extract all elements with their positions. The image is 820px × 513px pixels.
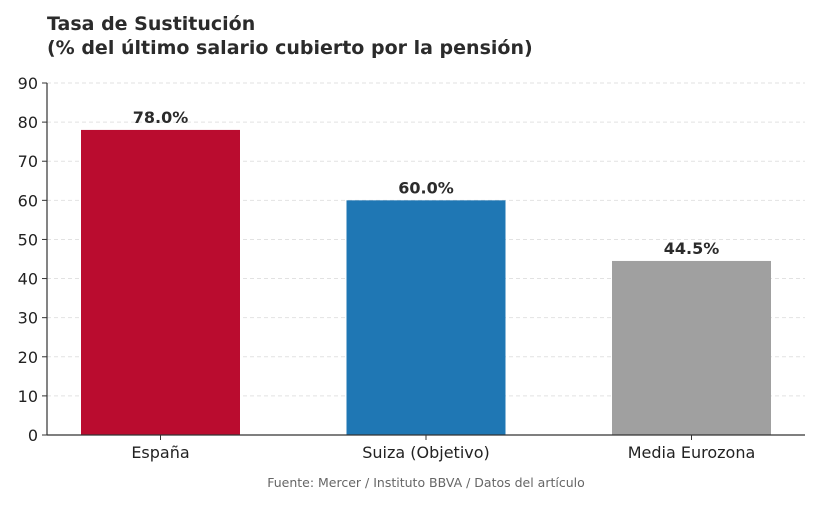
data-label: 78.0% [133, 108, 189, 127]
data-label: 60.0% [398, 178, 454, 197]
y-tick-label: 70 [18, 152, 38, 171]
bar-1 [346, 200, 506, 435]
y-tick-label: 60 [18, 191, 38, 210]
y-tick-label: 10 [18, 387, 38, 406]
x-tick-label: España [131, 443, 189, 462]
y-tick-label: 0 [28, 426, 38, 445]
y-tick-label: 20 [18, 348, 38, 367]
x-tick-label: Media Eurozona [628, 443, 756, 462]
x-tick-label: Suiza (Objetivo) [362, 443, 490, 462]
chart-title: Tasa de Sustitución (% del último salari… [47, 13, 533, 59]
y-tick-label: 80 [18, 113, 38, 132]
bar-2 [612, 260, 771, 435]
data-label: 44.5% [664, 239, 720, 258]
source-note: Fuente: Mercer / Instituto BBVA / Datos … [267, 475, 585, 490]
y-tick-label: 30 [18, 309, 38, 328]
y-tick-label: 50 [18, 230, 38, 249]
bar-0 [81, 129, 240, 435]
y-tick-label: 40 [18, 270, 38, 289]
y-tick-label: 90 [18, 74, 38, 93]
